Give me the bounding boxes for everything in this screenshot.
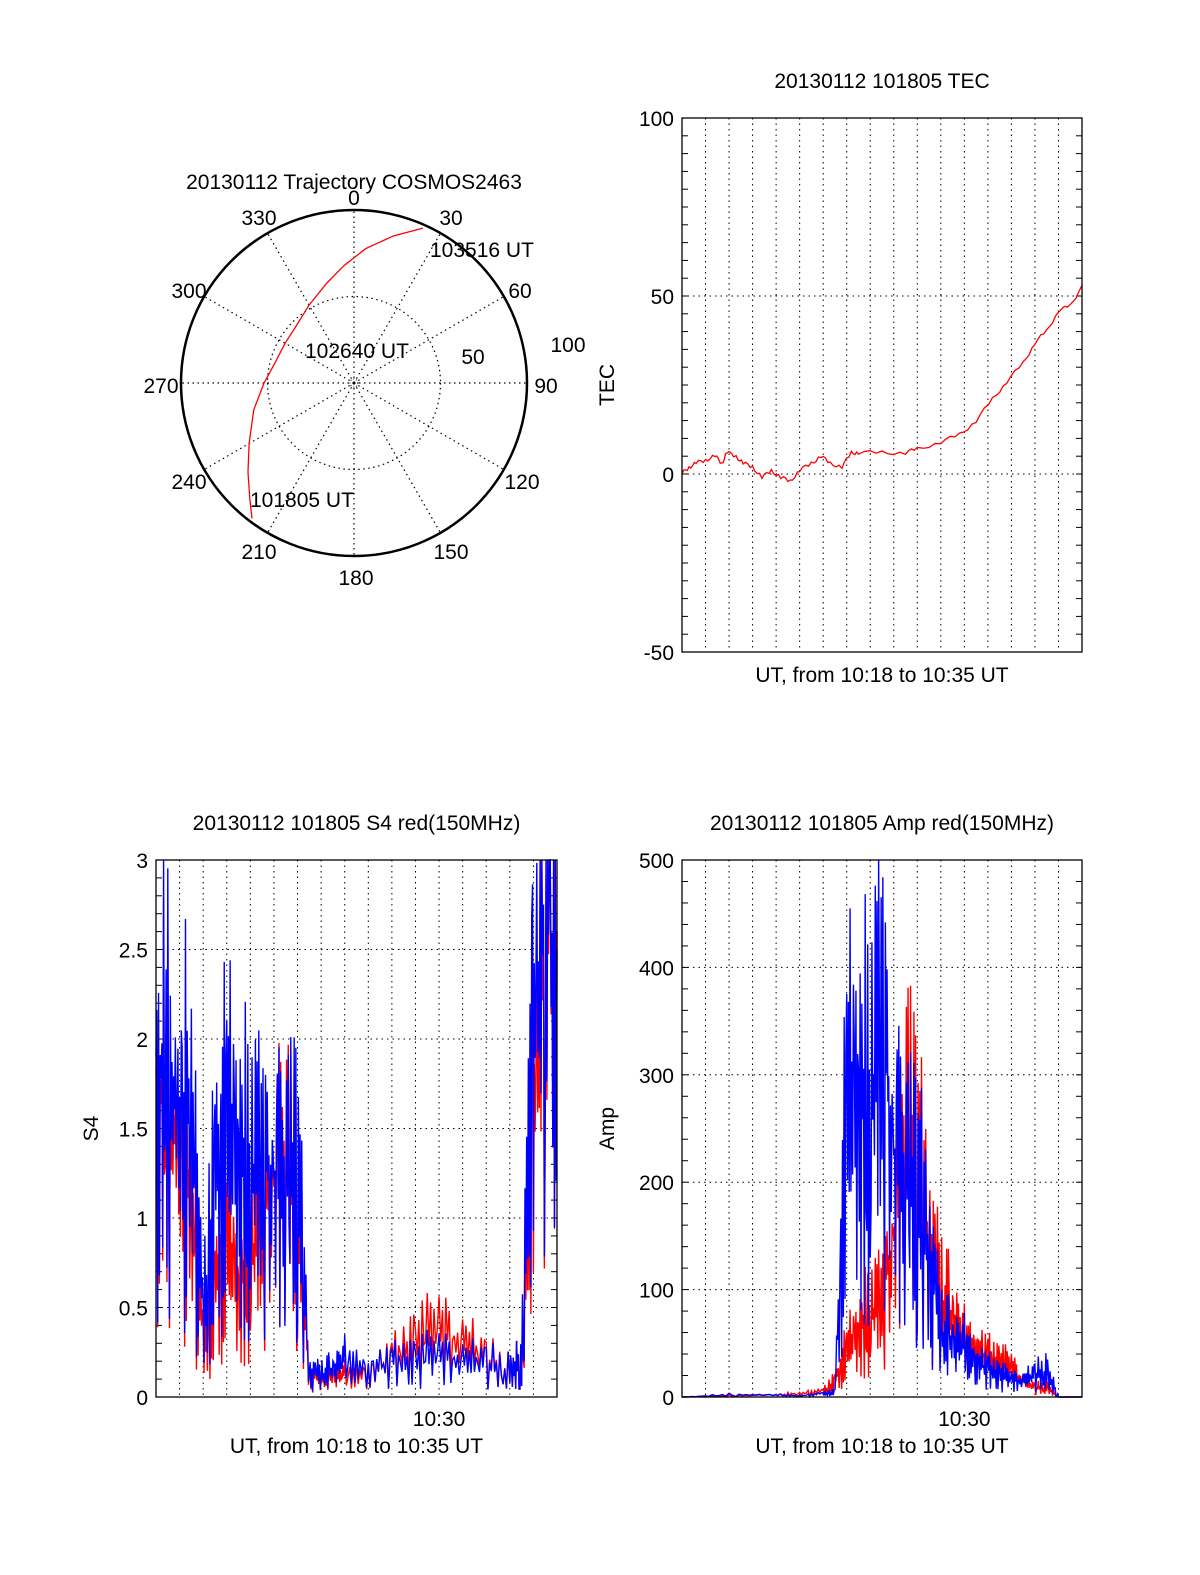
tec-title: 20130112 101805 TEC — [774, 70, 989, 93]
y-tick-label: 2.5 — [119, 940, 148, 963]
polar-angle-label: 0 — [348, 187, 360, 210]
trajectory-line — [247, 227, 424, 519]
polar-angle-label: 210 — [241, 541, 276, 564]
tec-xlabel: UT, from 10:18 to 10:35 UT — [755, 664, 1008, 687]
y-tick-label: 1.5 — [119, 1119, 148, 1142]
y-tick-label: 400 — [639, 957, 674, 980]
polar-angle-label: 330 — [241, 207, 276, 230]
annotation-mid-time: 102640 UT — [305, 340, 409, 363]
polar-angle-label: 90 — [534, 375, 557, 398]
x-tick-label: 10:30 — [938, 1408, 991, 1431]
annotation-end-time: 103516 UT — [430, 239, 534, 262]
polar-title: 20130112 Trajectory COSMOS2463 — [186, 171, 522, 194]
polar-spoke — [353, 295, 505, 384]
y-tick-label: -50 — [644, 642, 674, 665]
polar-ring-50 — [266, 295, 442, 471]
y-tick-label: 200 — [639, 1172, 674, 1195]
y-tick-label: 0.5 — [119, 1298, 148, 1321]
y-tick-label: 100 — [639, 108, 674, 131]
amp-plot — [681, 859, 1083, 1399]
y-tick-label: 100 — [639, 1280, 674, 1303]
polar-plot — [179, 208, 529, 558]
polar-outer-ring — [179, 208, 529, 558]
polar-angle-label: 60 — [508, 280, 531, 303]
y-tick-label: 2 — [136, 1029, 148, 1052]
s4-ylabel: S4 — [80, 1115, 103, 1141]
plot-frame — [681, 859, 1083, 1398]
amp-title: 20130112 101805 Amp red(150MHz) — [710, 812, 1054, 835]
y-tick-label: 0 — [662, 1387, 674, 1410]
polar-angle-label: 120 — [504, 471, 539, 494]
polar-angle-label: 30 — [439, 207, 462, 230]
polar-angle-label: 300 — [171, 280, 206, 303]
s4-title: 20130112 101805 S4 red(150MHz) — [193, 812, 521, 835]
plot-frame — [681, 117, 1083, 653]
series-line-blue — [155, 859, 558, 1392]
tec-plot — [681, 117, 1083, 653]
x-tick-label: 10:30 — [413, 1408, 466, 1431]
polar-angle-label: 270 — [143, 375, 178, 398]
s4-xlabel: UT, from 10:18 to 10:35 UT — [230, 1435, 483, 1458]
polar-angle-label: 240 — [171, 471, 206, 494]
tec-ylabel: TEC — [596, 364, 619, 406]
y-tick-label: 500 — [639, 850, 674, 873]
polar-radius-label: 100 — [550, 334, 585, 357]
y-tick-label: 3 — [136, 850, 148, 873]
y-tick-label: 0 — [662, 464, 674, 487]
polar-radius-label: 50 — [461, 346, 484, 369]
polar-spoke — [266, 232, 355, 384]
y-tick-label: 50 — [651, 286, 674, 309]
polar-center — [349, 378, 359, 388]
polar-angle-label: 150 — [433, 541, 468, 564]
s4-plot — [155, 859, 558, 1398]
annotation-start-time: 101805 UT — [250, 489, 354, 512]
polar-angle-label: 180 — [338, 567, 373, 590]
plot-frame — [155, 859, 558, 1398]
y-tick-label: 1 — [136, 1208, 148, 1231]
polar-spoke — [203, 295, 355, 384]
polar-spoke — [353, 232, 442, 384]
series-line-blue — [681, 859, 1082, 1398]
y-tick-label: 300 — [639, 1065, 674, 1088]
amp-ylabel: Amp — [596, 1107, 619, 1150]
series-line-TEC — [681, 285, 1083, 483]
y-tick-label: 0 — [136, 1387, 148, 1410]
amp-xlabel: UT, from 10:18 to 10:35 UT — [755, 1435, 1008, 1458]
